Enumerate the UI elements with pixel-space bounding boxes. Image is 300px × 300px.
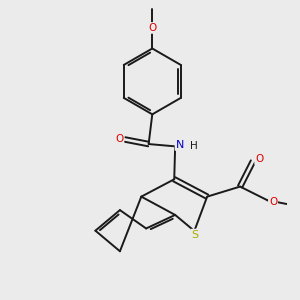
Text: H: H [190, 141, 198, 151]
Text: O: O [269, 197, 277, 207]
Text: O: O [148, 23, 156, 33]
Text: O: O [255, 154, 263, 164]
Text: S: S [192, 230, 199, 240]
Text: O: O [115, 134, 124, 145]
Text: N: N [176, 140, 184, 150]
